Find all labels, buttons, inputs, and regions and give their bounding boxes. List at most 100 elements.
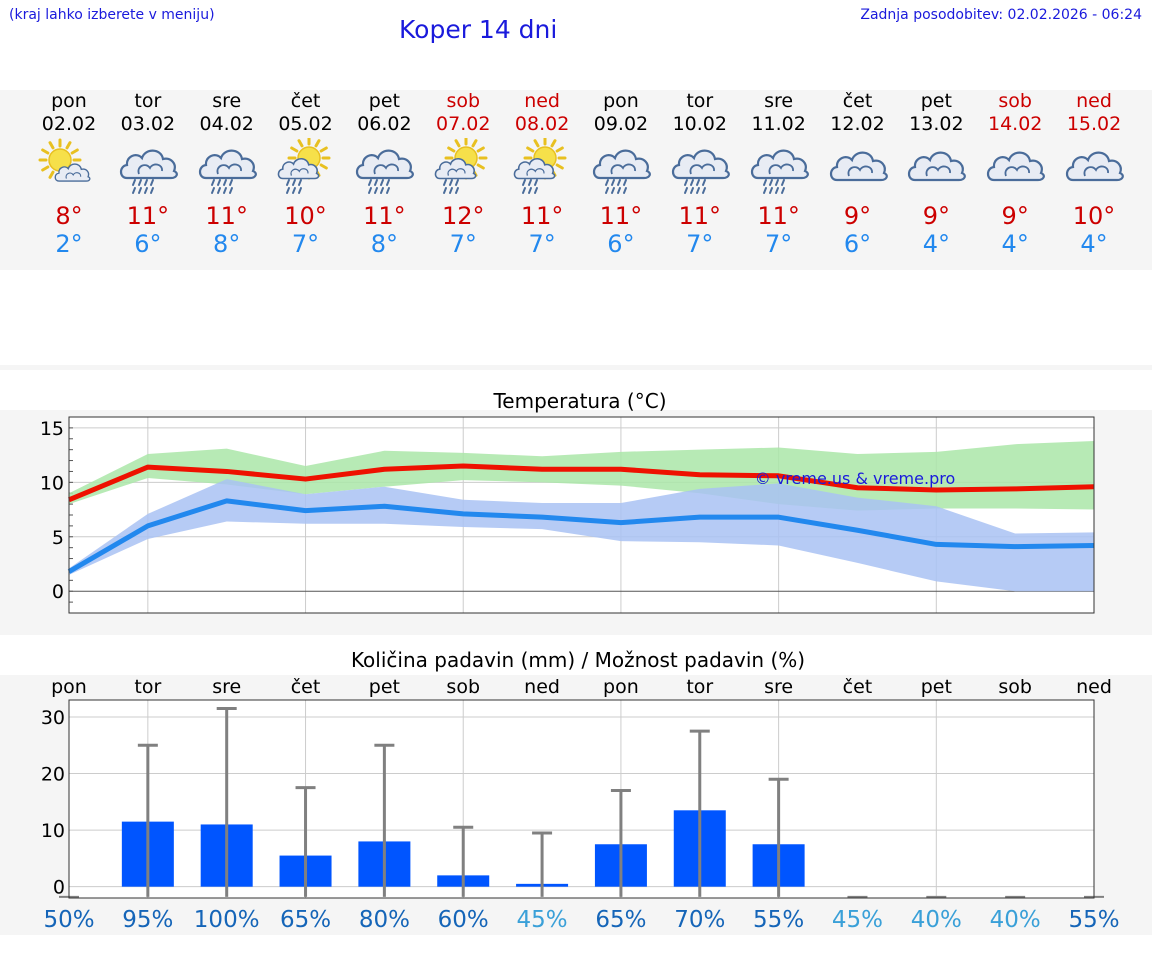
forecast-day: čet 12.02 9° 6° — [818, 90, 898, 258]
day-date: 08.02 — [514, 113, 570, 135]
precip-chance: 40% — [990, 907, 1041, 933]
cloud-icon — [829, 151, 888, 182]
precip-day-label: pet — [369, 676, 400, 698]
watermark: © vreme.us & vreme.pro — [755, 469, 956, 488]
precip-day-label: tor — [134, 676, 161, 698]
temp-max: 11° — [520, 202, 564, 230]
day-date: 11.02 — [751, 113, 806, 135]
day-name: pon — [51, 90, 87, 112]
precip-day-label: sre — [764, 676, 793, 698]
temp-min: 7° — [449, 230, 477, 258]
precip-day-label: ned — [524, 676, 560, 698]
precip-chance: 65% — [595, 907, 646, 933]
forecast-day: čet 05.02 10° 7° — [266, 90, 346, 258]
cloud-rain-icon — [671, 149, 730, 194]
day-name: pet — [368, 90, 400, 112]
temp-min: 7° — [765, 230, 793, 258]
day-name: sob — [446, 90, 481, 112]
temp-min: 8° — [370, 230, 399, 258]
sun-cloud-rain-icon — [277, 138, 331, 194]
precip-day-label: tor — [686, 676, 713, 698]
last-update: Zadnja posodobitev: 02.02.2026 - 06:24 — [860, 7, 1142, 23]
sun-cloud-rain-icon — [434, 138, 488, 194]
forecast-day: tor 03.02 11° 6° — [108, 90, 188, 258]
temp-chart-title: Temperatura (°C) — [492, 389, 666, 413]
sun-cloud-rain-icon — [513, 138, 567, 194]
day-date: 05.02 — [278, 113, 333, 135]
temp-min: 7° — [528, 230, 556, 258]
precip-chance: 65% — [280, 907, 331, 933]
temp-max: 11° — [126, 202, 170, 230]
temp-max: 11° — [757, 202, 800, 230]
day-date: 07.02 — [436, 113, 491, 135]
precip-day-label: pet — [921, 676, 952, 698]
temp-min: 4° — [922, 230, 950, 258]
page-title: Koper 14 dni — [399, 15, 558, 44]
forecast-day: ned 08.02 11° 7° — [502, 90, 582, 258]
precip-ytick: 20 — [41, 764, 65, 786]
day-date: 15.02 — [1066, 113, 1122, 135]
forecast-day: sob 07.02 12° 7° — [423, 90, 503, 258]
precip-day-label: sre — [212, 676, 241, 698]
temp-ytick: 5 — [52, 527, 64, 549]
precip-day-label: sob — [446, 676, 480, 698]
cloud-icon — [1065, 151, 1124, 182]
temp-max-range — [69, 440, 1094, 511]
day-name: ned — [524, 90, 560, 112]
temp-max: 9° — [922, 202, 950, 230]
temp-plot-border — [68, 416, 1095, 614]
forecast-day: pon 09.02 11° 6° — [581, 90, 661, 258]
cloud-rain-icon — [356, 149, 415, 194]
cloud-rain-icon — [198, 149, 257, 194]
day-date: 13.02 — [909, 113, 964, 135]
precip-chance: 55% — [1068, 907, 1119, 933]
sun-cloud-icon — [38, 138, 91, 182]
forecast-day: ned 15.02 10° 4° — [1054, 90, 1134, 258]
precip-day-label: ned — [1076, 676, 1112, 698]
temp-min: 4° — [1001, 230, 1029, 258]
temp-min: 2° — [55, 230, 83, 258]
day-name: čet — [842, 90, 873, 112]
precip-chance: 40% — [911, 907, 962, 933]
day-name: sre — [764, 90, 794, 112]
temp-min: 7° — [686, 230, 714, 258]
temp-max: 11° — [599, 202, 643, 230]
precip-chance: 100% — [194, 907, 260, 933]
day-date: 04.02 — [199, 113, 254, 135]
temp-max: 11° — [678, 202, 722, 230]
temp-max: 11° — [205, 202, 248, 230]
precip-chart-title: Količina padavin (mm) / Možnost padavin … — [351, 648, 805, 672]
precipitation-chart: Količina padavin (mm) / Možnost padavin … — [41, 648, 1120, 933]
precip-chance: 70% — [674, 907, 725, 933]
temp-min: 6° — [134, 230, 162, 258]
precip-ytick: 10 — [41, 820, 65, 842]
menu-hint: (kraj lahko izberete v meniju) — [9, 7, 215, 23]
temp-ytick: 10 — [40, 472, 64, 494]
temp-max: 10° — [284, 202, 327, 230]
cloud-rain-icon — [750, 149, 809, 194]
temp-max: 11° — [363, 202, 406, 230]
day-date: 14.02 — [987, 113, 1043, 135]
day-date: 12.02 — [830, 113, 885, 135]
divider — [0, 365, 1152, 370]
day-date: 09.02 — [593, 113, 649, 135]
forecast-day: pon 02.02 8° 2° — [29, 90, 109, 258]
cloud-icon — [987, 151, 1046, 182]
forecast-day: pet 06.02 11° 8° — [344, 90, 424, 258]
temp-ytick: 0 — [52, 581, 64, 603]
temp-max: 8° — [55, 202, 83, 230]
precip-day-label: čet — [843, 676, 873, 698]
forecast-day: tor 10.02 11° 7° — [660, 90, 740, 258]
precip-day-label: pon — [603, 676, 639, 698]
precip-chance: 45% — [517, 907, 568, 933]
day-name: čet — [290, 90, 321, 112]
precip-plot-border — [68, 699, 1095, 899]
temp-min: 7° — [291, 230, 320, 258]
day-name: pon — [603, 90, 639, 112]
temp-min: 8° — [213, 230, 241, 258]
temperature-chart: Temperatura (°C) 0 5 10 15 © vreme.us & vreme… — [40, 389, 1095, 614]
temp-max: 12° — [441, 202, 485, 230]
day-name: tor — [686, 90, 714, 112]
forecast-day: pet 13.02 9° 4° — [896, 90, 976, 258]
precip-chance: 55% — [753, 907, 804, 933]
